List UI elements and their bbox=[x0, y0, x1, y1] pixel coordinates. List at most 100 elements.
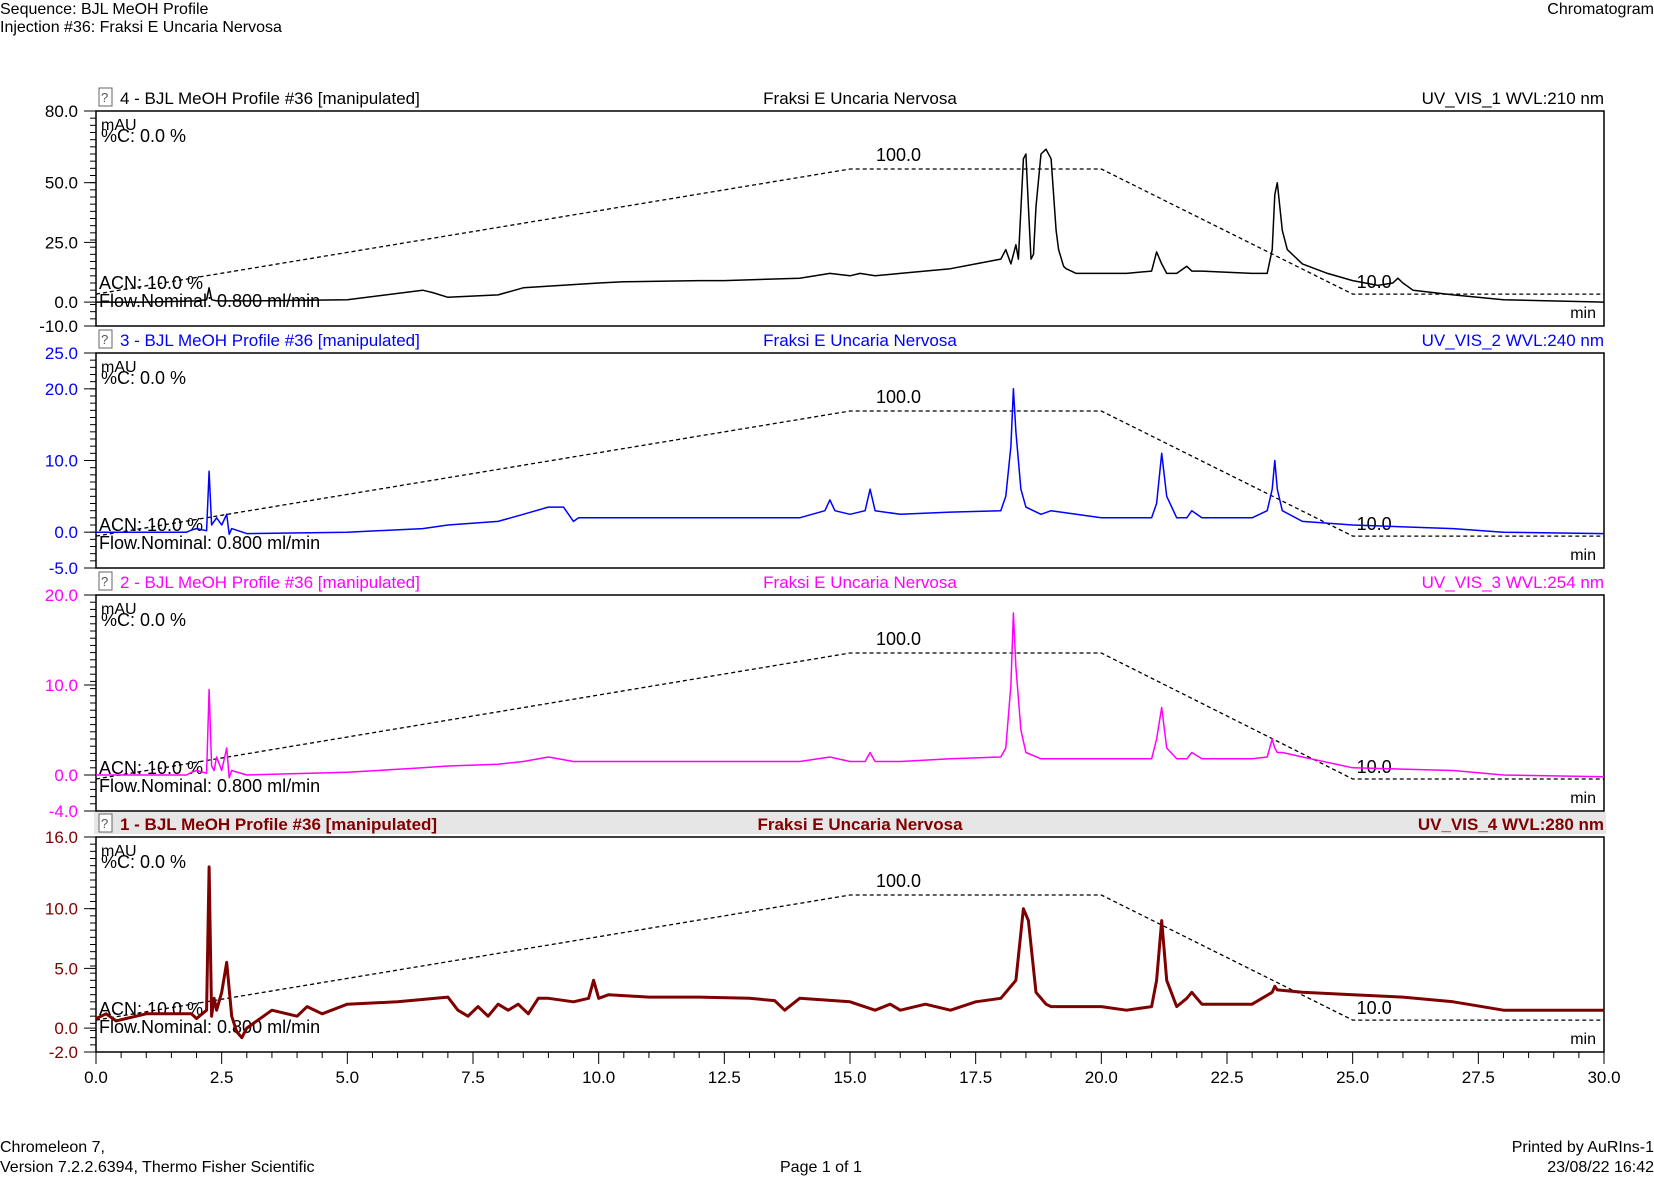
panel-name: 3 - BJL MeOH Profile #36 [manipulated] bbox=[120, 331, 420, 350]
chromatogram-icon-glyph: ? bbox=[101, 90, 108, 105]
acn-label: ACN: 10.0 % bbox=[99, 758, 203, 778]
gradient-line bbox=[95, 168, 1604, 295]
gradient-peak-label: 100.0 bbox=[876, 387, 921, 407]
x-unit-label: min bbox=[1570, 1031, 1596, 1048]
percent-c-label: %C: 0.0 % bbox=[101, 368, 186, 388]
x-tick-label: 30.0 bbox=[1587, 1068, 1620, 1087]
y-unit-label: mAU bbox=[101, 117, 137, 134]
panel-3: ? 2 - BJL MeOH Profile #36 [manipulated] F… bbox=[45, 571, 1605, 821]
x-tick-label: 0.0 bbox=[84, 1068, 108, 1087]
y-unit-label: mAU bbox=[101, 601, 137, 618]
x-tick-label: 7.5 bbox=[461, 1068, 485, 1087]
panel-sample: Fraksi E Uncaria Nervosa bbox=[757, 815, 963, 834]
gradient-peak-label: 100.0 bbox=[876, 145, 921, 165]
x-tick-label: 10.0 bbox=[582, 1068, 615, 1087]
y-tick-label: 50.0 bbox=[45, 174, 78, 193]
panel-1: ? 4 - BJL MeOH Profile #36 [manipulated] F… bbox=[39, 87, 1605, 336]
chromatogram-trace bbox=[96, 388, 1605, 536]
x-tick-label: 12.5 bbox=[708, 1068, 741, 1087]
panel-2: ? 3 - BJL MeOH Profile #36 [manipulated] F… bbox=[45, 329, 1605, 578]
y-tick-label: 0.0 bbox=[54, 1019, 78, 1038]
panel-channel: UV_VIS_2 WVL:240 nm bbox=[1422, 331, 1604, 350]
percent-c-label: %C: 0.0 % bbox=[101, 852, 186, 872]
gradient-end-label: 10.0 bbox=[1357, 272, 1392, 292]
footer-version: Version 7.2.2.6394, Thermo Fisher Scient… bbox=[0, 1159, 315, 1176]
footer-printed-at: 23/08/22 16:42 bbox=[1547, 1159, 1654, 1176]
plot-frame bbox=[95, 110, 1605, 327]
x-tick-label: 20.0 bbox=[1085, 1068, 1118, 1087]
x-unit-label: min bbox=[1570, 305, 1596, 322]
panel-name: 2 - BJL MeOH Profile #36 [manipulated] bbox=[120, 573, 420, 592]
x-tick-label: 5.0 bbox=[336, 1068, 360, 1087]
y-tick-label: 16.0 bbox=[45, 828, 78, 847]
sequence-title: Sequence: BJL MeOH Profile bbox=[0, 1, 209, 18]
y-tick-label: 25.0 bbox=[45, 344, 78, 363]
gradient-end-label: 10.0 bbox=[1357, 757, 1392, 777]
y-tick-label: -5.0 bbox=[49, 559, 78, 578]
x-tick-label: 27.5 bbox=[1462, 1068, 1495, 1087]
plot-frame bbox=[95, 352, 1605, 569]
panel-channel: UV_VIS_4 WVL:280 nm bbox=[1418, 815, 1604, 834]
x-tick-label: 22.5 bbox=[1210, 1068, 1243, 1087]
percent-c-label: %C: 0.0 % bbox=[101, 126, 186, 146]
y-tick-label: -2.0 bbox=[49, 1043, 78, 1062]
chromatogram-icon bbox=[98, 813, 113, 833]
plot-frame bbox=[95, 836, 1605, 1053]
x-tick-label: 2.5 bbox=[210, 1068, 234, 1087]
y-unit-label: mAU bbox=[101, 359, 137, 376]
y-tick-label: -10.0 bbox=[39, 317, 78, 336]
gradient-line bbox=[95, 894, 1604, 1021]
y-tick-label: 10.0 bbox=[45, 452, 78, 471]
y-tick-label: 25.0 bbox=[45, 233, 78, 252]
y-tick-label: 5.0 bbox=[54, 959, 78, 978]
injection-title: Injection #36: Fraksi E Uncaria Nervosa bbox=[0, 19, 282, 36]
chromatogram-trace bbox=[96, 148, 1605, 303]
panel-channel: UV_VIS_3 WVL:254 nm bbox=[1422, 573, 1604, 592]
chromatogram-icon bbox=[98, 571, 113, 591]
y-tick-label: 0.0 bbox=[54, 766, 78, 785]
footer-printed-by: Printed by AuRIns-1 bbox=[1511, 1139, 1654, 1156]
flow-label: Flow.Nominal: 0.800 ml/min bbox=[99, 1017, 320, 1037]
y-tick-label: 0.0 bbox=[54, 523, 78, 542]
panel-sample: Fraksi E Uncaria Nervosa bbox=[763, 331, 957, 350]
chromatogram-icon bbox=[98, 87, 113, 107]
acn-label: ACN: 10.0 % bbox=[99, 273, 203, 293]
acn-label: ACN: 10.0 % bbox=[99, 515, 203, 535]
panel-name: 4 - BJL MeOH Profile #36 [manipulated] bbox=[120, 89, 420, 108]
chromatogram-trace bbox=[95, 865, 1604, 1040]
panel-4: ? 1 - BJL MeOH Profile #36 [manipulated] F… bbox=[45, 812, 1606, 1062]
x-unit-label: min bbox=[1570, 790, 1596, 807]
panel-channel: UV_VIS_1 WVL:210 nm bbox=[1422, 89, 1604, 108]
gradient-line bbox=[95, 652, 1604, 780]
panel-name: 1 - BJL MeOH Profile #36 [manipulated] bbox=[120, 815, 437, 834]
x-axis: 0.0 2.5 5.0 7.5 10.0 12.5 15.0 17.5 20.0 22.5 25.0… bbox=[84, 1052, 1621, 1087]
y-tick-label: 20.0 bbox=[45, 380, 78, 399]
percent-c-label: %C: 0.0 % bbox=[101, 610, 186, 630]
x-tick-label: 15.0 bbox=[833, 1068, 866, 1087]
chromatogram-icon bbox=[98, 329, 113, 349]
y-tick-label: -4.0 bbox=[49, 802, 78, 821]
footer-page: Page 1 of 1 bbox=[780, 1159, 862, 1176]
x-unit-label: min bbox=[1570, 547, 1596, 564]
title-bar-highlight bbox=[94, 812, 1606, 834]
flow-label: Flow.Nominal: 0.800 ml/min bbox=[99, 776, 320, 796]
gradient-end-label: 10.0 bbox=[1357, 998, 1392, 1018]
chromatogram-icon-glyph: ? bbox=[101, 816, 108, 831]
y-tick-label: 10.0 bbox=[45, 900, 78, 919]
y-unit-label: mAU bbox=[101, 843, 137, 860]
y-tick-label: 20.0 bbox=[45, 586, 78, 605]
y-tick-label: 0.0 bbox=[54, 293, 78, 312]
gradient-peak-label: 100.0 bbox=[876, 871, 921, 891]
panel-sample: Fraksi E Uncaria Nervosa bbox=[763, 89, 957, 108]
plot-frame bbox=[95, 594, 1605, 812]
gradient-end-label: 10.0 bbox=[1357, 514, 1392, 534]
footer-software: Chromeleon 7, bbox=[0, 1139, 105, 1156]
y-tick-label: 80.0 bbox=[45, 102, 78, 121]
x-tick-label: 17.5 bbox=[959, 1068, 992, 1087]
gradient-line bbox=[95, 410, 1604, 537]
chromatogram-trace bbox=[96, 612, 1605, 779]
report-type: Chromatogram bbox=[1547, 1, 1654, 18]
panel-sample: Fraksi E Uncaria Nervosa bbox=[763, 573, 957, 592]
x-tick-label: 25.0 bbox=[1336, 1068, 1369, 1087]
